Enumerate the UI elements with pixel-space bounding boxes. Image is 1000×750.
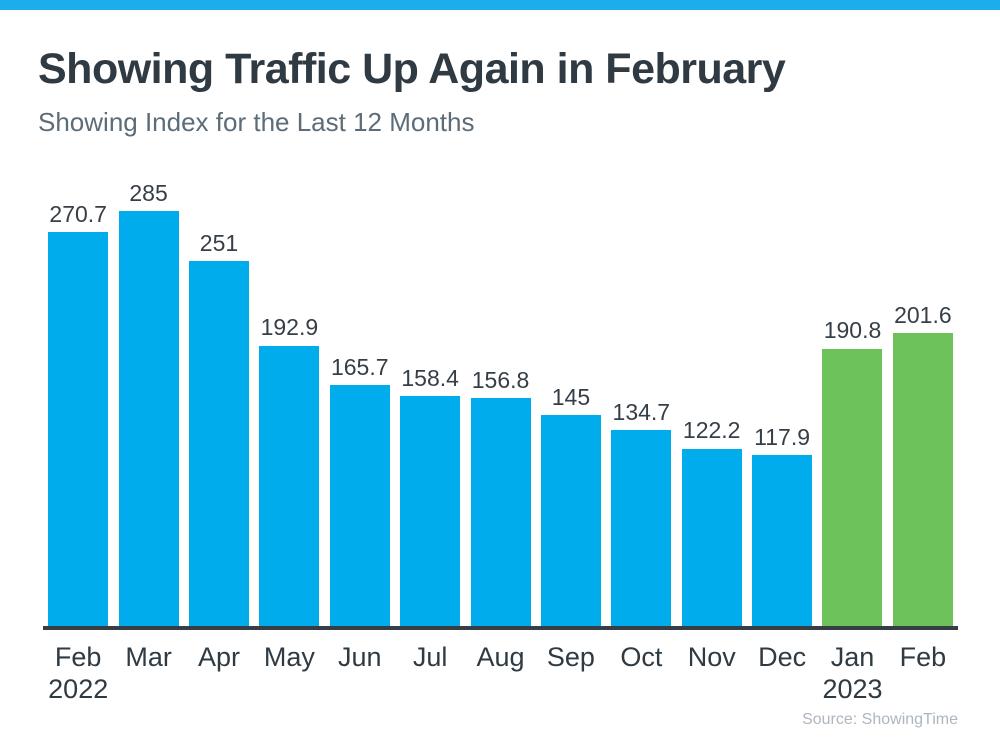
month-label: Nov [687,642,736,673]
month-label: Feb [899,642,947,673]
bar-value-label: 251 [199,229,239,256]
bar-column: 201.6 [888,156,958,627]
x-axis-tick: Jan 2023 [817,642,887,704]
bar-column: 158.4 [395,156,465,627]
bar [892,332,953,627]
header-accent-stripe [0,0,1000,10]
bar-column: 145 [536,156,606,627]
page-title: Showing Traffic Up Again in February [38,45,786,93]
bar [329,385,390,627]
bar-column: 117.9 [747,156,817,627]
source-note: Source: ShowingTime [802,710,958,728]
bar [470,398,531,627]
bar [611,430,672,627]
x-axis-tick: Feb 2022 [43,642,113,704]
bar-value-label: 117.9 [754,423,811,450]
bar-value-label: 156.8 [471,366,530,393]
x-axis-tick: Oct [606,642,676,704]
bar [48,232,109,627]
x-axis-tick: Mar [113,642,183,704]
month-label: Aug [476,642,525,673]
bar-column: 156.8 [465,156,535,627]
x-axis-tick: May [254,642,324,704]
month-label: Feb [54,642,102,673]
bar-column: 270.7 [43,156,113,627]
x-axis-tick: Dec [747,642,817,704]
bar-value-label: 201.6 [894,301,952,328]
bar-chart: 270.7 285 251 192.9 165.7 158.4 156.8 145 134.7 1… [43,156,958,704]
bar [259,345,320,627]
bar [118,211,179,627]
bar-value-label: 285 [129,180,168,207]
bar [540,415,601,627]
bar-column: 134.7 [606,156,676,627]
source-row: Source: ShowingTime [0,711,958,729]
x-axis-tick: Aug [465,642,535,704]
chart-bars-area: 270.7 285 251 192.9 165.7 158.4 156.8 145 134.7 1… [43,156,958,627]
bar-column: 251 [184,156,254,627]
bar-value-label: 192.9 [260,314,319,341]
bar-value-label: 190.8 [823,317,882,344]
bar [681,448,742,627]
x-axis-line [43,626,958,631]
month-label: Sep [546,642,595,673]
bar-value-label: 122.2 [682,417,741,444]
bar-column: 165.7 [325,156,395,627]
page-subtitle: Showing Index for the Last 12 Months [38,107,475,138]
x-axis-tick: Feb [888,642,958,704]
bar [752,454,813,627]
bar-column: 190.8 [817,156,887,627]
x-axis-labels: Feb 2022 Mar Apr May Jun Jul Aug Sep Oct Nov Dec Jan… [43,642,958,704]
bar-value-label: 145 [551,384,591,411]
x-axis-tick: Jul [395,642,465,704]
month-label: Jul [412,642,448,673]
bar-value-label: 158.4 [401,364,459,391]
x-axis-tick: Jun [325,642,395,704]
bar [822,348,883,627]
bar-column: 285 [113,156,183,627]
month-label: Oct [620,642,663,673]
x-axis-tick: Nov [677,642,747,704]
bar-value-label: 165.7 [330,353,389,380]
x-axis-tick: Apr [184,642,254,704]
month-label: Mar [125,642,172,673]
bar-column: 122.2 [677,156,747,627]
month-label: Jun [337,642,382,673]
month-label: Jan [830,642,875,673]
bar-value-label: 134.7 [612,399,671,426]
bar [188,260,249,627]
year-label: 2023 [822,673,883,704]
month-label: May [263,642,315,673]
bar-value-label: 270.7 [49,201,107,228]
year-label: 2022 [48,673,109,704]
month-label: Dec [758,642,807,673]
bar [400,395,461,627]
x-axis-tick: Sep [536,642,606,704]
month-label: Apr [197,642,240,673]
bar-column: 192.9 [254,156,324,627]
